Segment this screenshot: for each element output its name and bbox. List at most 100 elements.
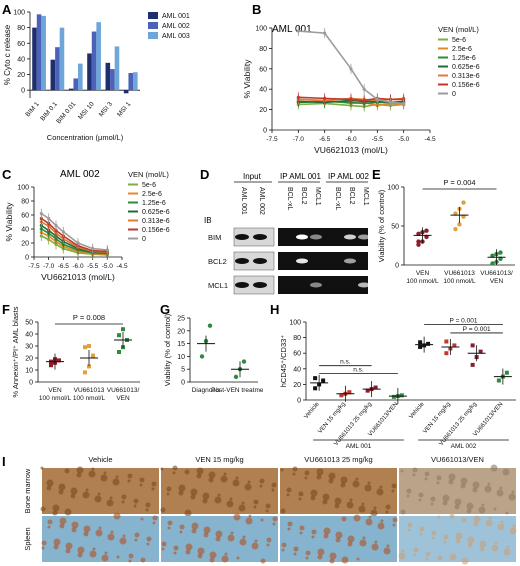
i-stain-spot [448,473,456,481]
a-ytick-label: 80 [17,25,25,32]
b-point [296,29,300,33]
d-blot-strip-ip [278,276,368,294]
i-stain-spot [292,472,296,476]
c-ytick-label: 0 [25,255,29,262]
i-stain-spot [398,552,406,560]
h-ytick-label: 100 [289,320,301,327]
e-point [453,226,458,232]
panel-f-scatter: F 0 10 20 30 40 50 % Annexin⁺/PI⁺ AML blasts P … [2,302,140,402]
i-col-label: VU661013 25 mg/kg [304,455,372,464]
a-bar [133,72,138,91]
h-point [373,385,378,390]
i-stain-spot [230,531,234,535]
b-legend-label: 0 [452,91,456,98]
b-legend-title: VEN (mol/L) [438,25,479,34]
i-stain-spot [362,536,366,540]
c-ylabel: % Viability [4,202,14,242]
i-stain-spot [202,492,210,500]
i-stain-spot [334,497,342,505]
i-stain-spot [92,547,96,551]
h-ylabel: hCD45⁺/CD33⁺ [279,335,288,388]
i-stain-spot [272,516,278,522]
panel-letter-c: C [2,167,12,182]
i-stain-spot [322,499,328,505]
e-point [461,200,466,205]
f-point [117,350,121,354]
i-stain-spot [365,518,373,526]
panel-letter-b: B [252,2,261,17]
c-legend-title: VEN (mol/L) [128,170,169,179]
d-row-label: BIM [208,233,221,242]
a-legend-label: AML 001 [162,13,190,20]
h-point [452,343,457,348]
d-band [235,282,249,288]
g-ytick-label: 20 [177,328,185,335]
i-stain-spot [173,545,179,551]
a-bar [32,27,37,91]
i-stain-spot [59,517,67,525]
i-stain-spot [236,556,240,560]
a-bar [55,47,60,91]
blot-ip2-label: IP AML 002 [328,172,369,181]
i-stain-spot [227,534,235,542]
i-stain-spot [304,470,310,476]
i-stain-spot [235,476,239,480]
i-stain-spot [353,514,361,522]
i-stain-spot [437,515,441,519]
i-stain-spot [413,553,417,557]
i-stain-spot [286,493,290,497]
i-stain-spot [202,498,208,504]
i-stain-spot [497,523,505,531]
i-stain-spot [502,468,510,476]
i-stain-spot [178,490,184,496]
c-xlabel: VU6621013 (mol/L) [41,272,115,282]
a-bar [110,69,115,91]
i-stain-spot [215,530,223,538]
c-xtick-label: -5.5 [87,263,99,270]
b-legend-label: 0.625e-6 [452,64,480,71]
h-group-label: Vehicle [409,401,426,420]
i-stain-spot [448,479,454,485]
h-ytick-label: 0 [297,398,301,405]
i-stain-spot [287,521,293,527]
i-stain-spot [460,477,468,485]
f-ytick-label: 50 [25,320,33,327]
b-xtick-label: -7.5 [266,136,278,143]
i-stain-spot [106,499,114,507]
h-group-label: VEN 15 mg/kg [422,401,451,434]
i-stain-spot [166,492,170,496]
i-stain-spot [442,500,448,506]
a-bar [123,90,129,94]
i-stain-spot [197,553,203,559]
i-stain-spot [473,521,479,527]
h-point [365,388,370,393]
a-ytick-label: 60 [17,41,25,48]
d-band [253,282,267,288]
i-stain-spot [371,543,379,551]
i-stain-spot [461,517,467,523]
e-ylabel: Viability (% of control) [377,189,386,262]
i-stain-spot [160,467,164,471]
i-stain-spot [271,482,277,488]
i-stain-spot [134,538,138,542]
a-bar [73,78,79,91]
a-legend-label: AML 002 [162,23,190,30]
h-point [444,351,449,356]
c-point [47,216,51,221]
b-legend-label: 1.25e-6 [452,55,476,62]
i-stain-spot [503,548,511,556]
c-point [76,241,80,245]
g-point [207,323,213,328]
a-xtick-label: MSI 10 [77,100,96,121]
f-pvalue: P = 0.008 [73,313,105,322]
i-stain-spot [299,531,303,535]
h-cohort-label-1: AML 001 [346,443,372,450]
b-legend-label: 0.313e-6 [452,73,480,80]
i-stain-spot [310,489,318,497]
i-stain-spot [242,535,246,539]
i-stain-spot [335,537,341,543]
i-stain-spot [127,473,133,479]
i-stain-spot [260,558,266,564]
i-stain-spot [58,489,64,495]
c-point [54,223,58,228]
